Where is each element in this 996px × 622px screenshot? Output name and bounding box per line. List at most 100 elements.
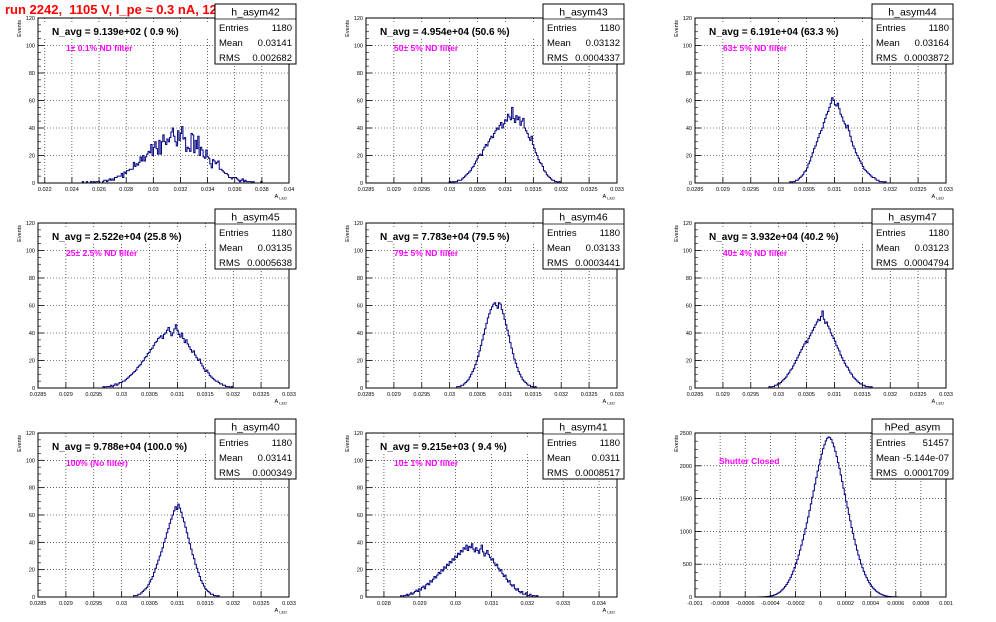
x-tick-label: 0.033: [939, 187, 953, 193]
stats-label: Mean: [876, 38, 900, 49]
x-tick-label: -0.001: [687, 601, 703, 607]
x-axis-label: ALED: [932, 194, 945, 201]
histogram-line: [38, 503, 289, 598]
y-tick-label: 40: [357, 540, 363, 546]
y-tick-label: 100: [26, 458, 35, 464]
histogram-title: N_avg = 6.191e+04 (63.3 %): [709, 27, 839, 38]
x-tick-label: 0.0325: [910, 392, 927, 398]
y-tick-label: 80: [29, 276, 35, 282]
y-tick-label: 0: [689, 595, 692, 601]
stats-value: 51457: [923, 438, 949, 449]
y-tick-label: 20: [29, 154, 35, 160]
histogram-line: [38, 126, 289, 184]
annotation-label: 25± 2.5% ND filter: [66, 248, 138, 258]
y-tick-label: 0: [32, 181, 35, 187]
x-tick-label: 0.029: [59, 601, 73, 607]
stats-value: 0.03132: [586, 38, 620, 49]
x-tick-label: 0.033: [282, 392, 296, 398]
annotation-label: 10± 1% ND filter: [394, 458, 459, 468]
y-tick-label: 2000: [680, 464, 692, 470]
title-box: [698, 228, 874, 244]
title-box: [698, 23, 874, 39]
x-tick-label: 0.028: [377, 601, 391, 607]
stats-box: [214, 208, 297, 270]
stats-box: [542, 418, 625, 480]
x-tick-label: 0.029: [387, 392, 401, 398]
x-tick-label: 0.029: [716, 187, 730, 193]
x-tick-label: 0.026: [92, 187, 106, 193]
y-tick-label: 80: [686, 71, 692, 77]
y-tick-label: 80: [357, 71, 363, 77]
histogram-panel: 0 20 40 60 80 100 120 0.0285 0.029 0.0295 0.03 0.03…: [674, 3, 954, 201]
stats-box: [871, 208, 954, 270]
x-tick-label: 0.0325: [253, 392, 270, 398]
histogram-title: N_avg = 9.215e+03 ( 9.4 %): [380, 442, 507, 453]
stats-value: 0.03123: [915, 243, 949, 254]
x-tick-label: 0.0305: [469, 187, 486, 193]
y-tick-label: 60: [357, 513, 363, 519]
stats-value: 0.0004337: [575, 53, 620, 64]
x-tick-label: 0.031: [828, 392, 842, 398]
title-box: [41, 438, 217, 454]
y-tick-label: 60: [29, 304, 35, 310]
stats-label: Entries: [547, 23, 577, 34]
stats-label: Entries: [876, 23, 906, 34]
stats-name: h_asym45: [231, 212, 280, 224]
stats-label: Entries: [876, 438, 906, 449]
stats-box: [871, 418, 954, 480]
stats-label: Entries: [876, 228, 906, 239]
x-tick-label: 0.0285: [687, 187, 704, 193]
y-tick-label: 100: [354, 44, 363, 50]
histogram-line: [366, 302, 617, 389]
y-tick-label: 0: [689, 386, 692, 392]
y-tick-label: 20: [357, 154, 363, 160]
annotation-label: 40± 4% ND filter: [723, 248, 788, 258]
x-tick-label: 0.029: [387, 187, 401, 193]
x-axis-label: ALED: [275, 194, 288, 201]
stats-value: 1180: [600, 23, 620, 34]
x-tick-label: 0.029: [59, 392, 73, 398]
stats-box: [214, 418, 297, 480]
y-tick-label: 100: [26, 44, 35, 50]
histogram-panel: 0 20 40 60 80 100 120 0.0285 0.029 0.0295 0.03 0.03…: [345, 208, 625, 406]
y-tick-label: 40: [686, 126, 692, 132]
annotation-label: 79± 5% ND filter: [394, 248, 459, 258]
x-tick-label: 0.031: [499, 187, 513, 193]
x-tick-label: 0.0305: [469, 392, 486, 398]
histogram-title: N_avg = 4.954e+04 (50.6 %): [380, 27, 510, 38]
histogram-title: N_avg = 7.783e+04 (79.5 %): [380, 232, 510, 243]
y-tick-label: 20: [686, 154, 692, 160]
y-tick-label: 120: [354, 431, 363, 437]
title-box: [369, 228, 545, 244]
y-tick-label: 100: [26, 249, 35, 255]
x-tick-label: -0.0008: [711, 601, 730, 607]
x-tick-label: 0.0325: [910, 187, 927, 193]
x-tick-label: 0.0285: [30, 601, 47, 607]
stats-value: 1180: [929, 23, 949, 34]
x-tick-label: 0.001: [939, 601, 953, 607]
histogram-line: [38, 324, 289, 389]
x-tick-label: 0.0325: [581, 187, 598, 193]
y-axis-label: Events: [345, 225, 351, 242]
x-tick-label: 0.03: [773, 187, 784, 193]
y-tick-label: 100: [354, 458, 363, 464]
histogram-title: N_avg = 3.932e+04 (40.2 %): [709, 232, 839, 243]
x-tick-label: 0.0315: [525, 187, 542, 193]
y-axis-label: Events: [674, 225, 680, 242]
y-tick-label: 80: [29, 71, 35, 77]
x-tick-label: 0.031: [171, 601, 185, 607]
x-tick-label: 0.03: [116, 601, 127, 607]
annotation-label: Shutter Closed: [719, 456, 779, 466]
title-box: [41, 23, 217, 39]
stats-label: Entries: [219, 23, 249, 34]
y-tick-label: 60: [686, 304, 692, 310]
histogram-line: [366, 106, 617, 184]
y-tick-label: 20: [29, 568, 35, 574]
y-tick-label: 80: [29, 486, 35, 492]
stats-name: hPed_asym: [885, 422, 941, 434]
histogram-title: N_avg = 9.139e+02 ( 0.9 %): [52, 27, 179, 38]
x-tick-label: 0.0305: [141, 392, 158, 398]
histogram-title: N_avg = 9.788e+04 (100.0 %): [52, 442, 187, 453]
stats-label: Mean: [876, 453, 900, 464]
stats-name: h_asym43: [559, 7, 608, 19]
